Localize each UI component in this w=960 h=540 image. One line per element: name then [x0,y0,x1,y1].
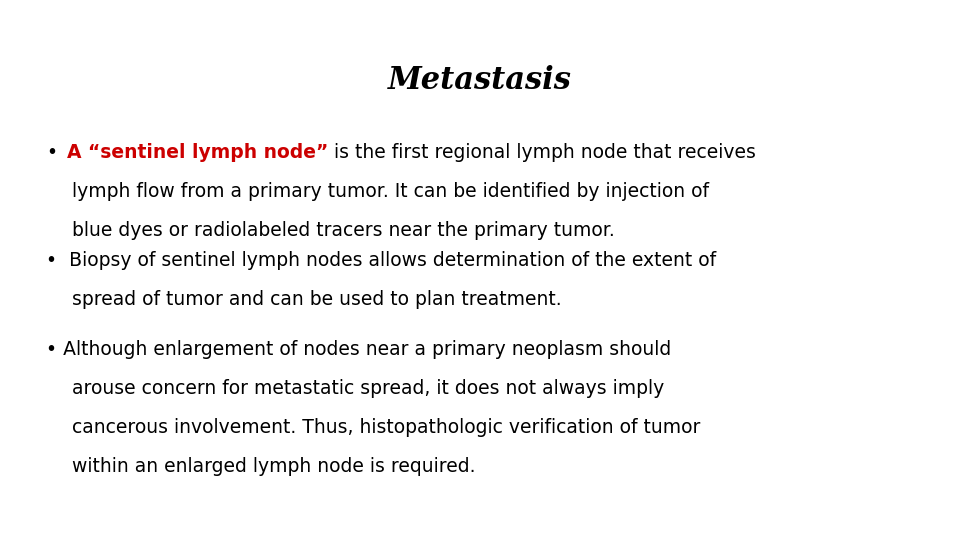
Text: blue dyes or radiolabeled tracers near the primary tumor.: blue dyes or radiolabeled tracers near t… [72,221,614,240]
Text: spread of tumor and can be used to plan treatment.: spread of tumor and can be used to plan … [72,290,562,309]
Text: within an enlarged lymph node is required.: within an enlarged lymph node is require… [72,457,475,476]
Text: •  Biopsy of sentinel lymph nodes allows determination of the extent of: • Biopsy of sentinel lymph nodes allows … [46,251,716,270]
Text: arouse concern for metastatic spread, it does not always imply: arouse concern for metastatic spread, it… [72,379,664,398]
Text: cancerous involvement. Thus, histopathologic verification of tumor: cancerous involvement. Thus, histopathol… [72,418,701,437]
Text: lymph flow from a primary tumor. It can be identified by injection of: lymph flow from a primary tumor. It can … [72,182,709,201]
Text: is the first regional lymph node that receives: is the first regional lymph node that re… [328,143,756,162]
Text: • Although enlargement of nodes near a primary neoplasm should: • Although enlargement of nodes near a p… [46,340,671,359]
Text: A “sentinel lymph node”: A “sentinel lymph node” [67,143,328,162]
Text: •: • [46,143,58,162]
Text: Metastasis: Metastasis [388,65,572,96]
